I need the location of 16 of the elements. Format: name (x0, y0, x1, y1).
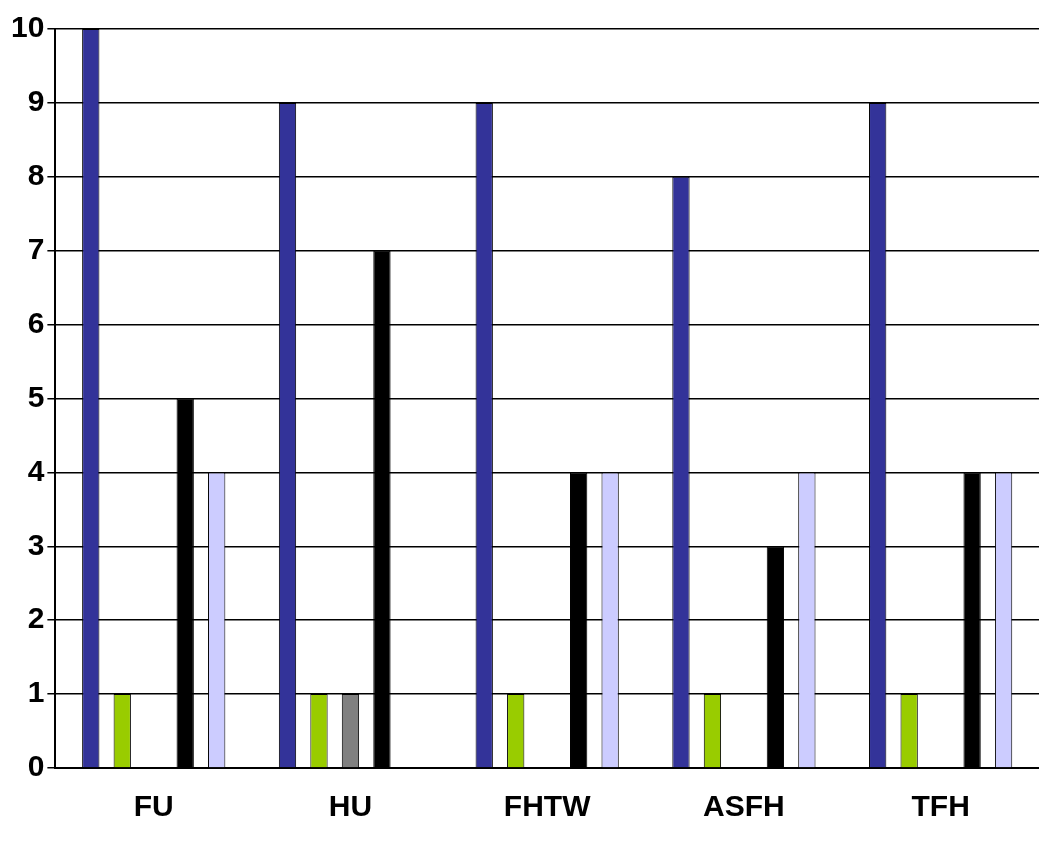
y-tick-label: 1 (27, 675, 45, 709)
y-tick-label: 5 (27, 379, 45, 413)
x-tick-label: FU (133, 789, 174, 823)
x-tick-label: ASFH (703, 789, 785, 823)
y-tick-label: 7 (27, 231, 45, 265)
y-tick-label: 2 (27, 601, 45, 635)
x-tick-label: FHTW (503, 789, 592, 823)
x-tick-label: HU (328, 789, 373, 823)
y-tick-label: 0 (27, 749, 45, 783)
y-tick-label: 6 (27, 305, 45, 339)
x-tick-label: TFH (911, 789, 970, 823)
y-tick-label: 4 (27, 453, 45, 487)
y-tick-label: 10 (10, 10, 45, 44)
y-tick-label: 3 (27, 527, 45, 561)
y-tick-label: 9 (27, 84, 45, 118)
y-tick-label: 8 (27, 158, 45, 192)
